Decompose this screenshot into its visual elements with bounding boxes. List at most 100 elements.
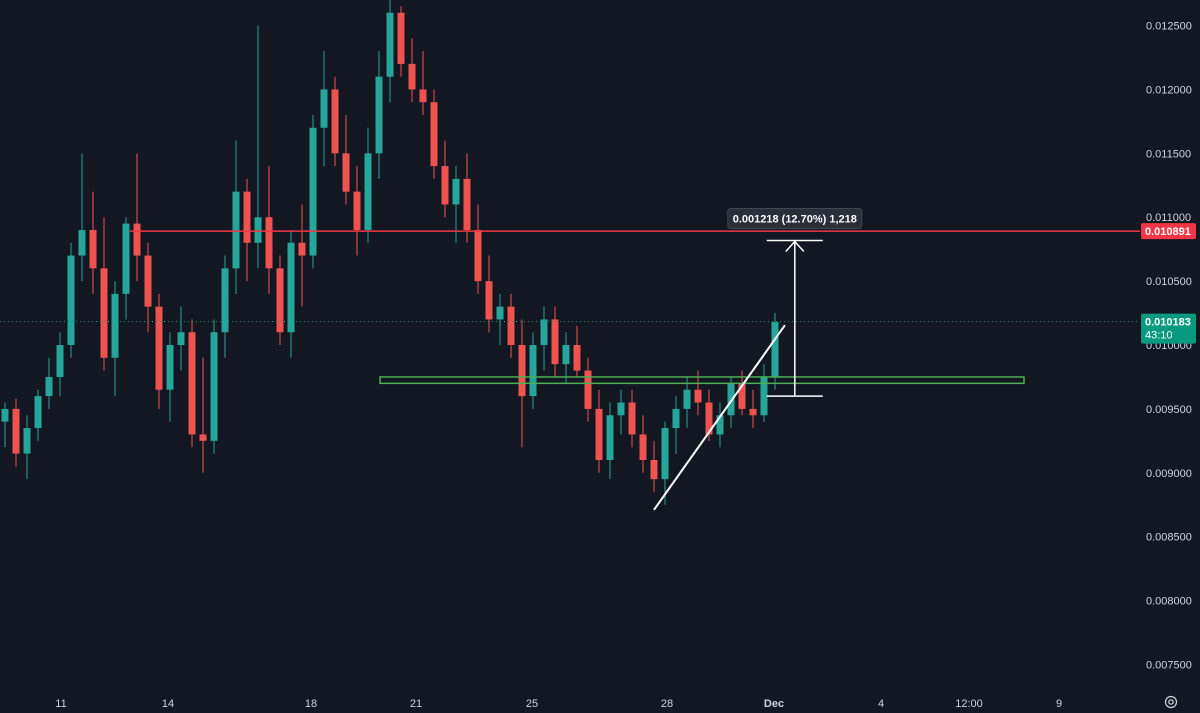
candle [144,242,152,333]
candle [485,255,493,333]
candle-body [397,12,405,64]
candle [254,25,262,269]
candle-body [364,153,372,230]
candle [606,402,614,480]
candle [1,402,9,448]
candle [617,389,625,435]
measure-tool[interactable]: 0.001218 (12.70%) 1,218 [727,207,863,397]
candle [595,389,603,473]
candle-body [56,345,64,377]
candle-body [386,12,394,77]
candle-body [12,408,20,454]
candle-body [23,428,31,454]
candle-body [738,383,746,409]
candle [155,293,163,409]
gear-icon[interactable] [1164,695,1178,709]
countdown-timer: 43:10 [1145,330,1173,342]
candle-body [507,306,515,345]
y-axis[interactable]: 0.012500 0.012000 0.011500 0.011000 0.010500… [1146,21,1192,672]
y-tick-label: 0.011000 [1146,212,1191,224]
candle-body [45,376,53,397]
x-tick-label: 25 [526,698,538,710]
candle [111,281,119,397]
candle [177,306,185,371]
candle [78,153,86,282]
candle [540,306,548,371]
candle [56,332,64,397]
candle [89,191,97,294]
x-tick-label: 14 [162,698,174,710]
candle-body [628,402,636,435]
candle-body [331,89,339,154]
candle-body [320,89,328,128]
candle [716,402,724,448]
candle-body [342,153,350,192]
y-tick-label: 0.009000 [1146,468,1192,480]
candle-body [111,293,119,358]
measure-label-box [727,207,863,229]
candle-body [89,230,97,269]
candle-body [298,242,306,256]
candle-body [199,434,207,441]
candle-body [529,345,537,397]
candle [463,153,471,243]
candle [738,370,746,416]
candle [639,415,647,473]
candle [529,332,537,409]
support-zone[interactable] [379,376,1025,385]
candle [551,306,559,377]
candle [507,293,515,358]
candle-body [617,402,625,416]
y-tick-label: 0.010500 [1146,276,1192,288]
candle [386,0,394,103]
candle-body [705,402,713,435]
candle [100,217,108,371]
x-tick-label: 12:00 [955,698,983,710]
candle-body [210,332,218,441]
candle-body [166,345,174,390]
candle [221,255,229,358]
candle-body [221,268,229,333]
y-tick-label: 0.008000 [1146,596,1192,608]
candle-body [188,332,196,435]
candle [199,357,207,473]
measure-label: 0.001218 (12.70%) 1,218 [733,213,857,225]
candle [749,389,757,429]
candle-body [562,345,570,365]
y-tick-label: 0.009500 [1146,404,1192,416]
trend-line[interactable] [653,324,786,511]
y-tick-label: 0.008500 [1146,532,1192,544]
candle-body [419,89,427,103]
candle-body [122,223,130,294]
candle [298,204,306,307]
candle [441,140,449,218]
candle-body [661,428,669,480]
candle [408,38,416,103]
candle-body [650,460,658,480]
candle-body [584,370,592,409]
candle [331,76,339,167]
candle [232,140,240,294]
candle [474,204,482,294]
x-axis[interactable]: 11 14 18 21 25 28 Dec 4 12:00 9 [55,698,1062,710]
x-tick-label: 28 [661,698,673,710]
candle [23,415,31,480]
candle [188,319,196,448]
candle-body [694,389,702,403]
current-price-tag: 0.010183 43:10 [1141,313,1196,344]
y-tick-label: 0.012000 [1146,84,1192,96]
candle-body [727,383,735,416]
candle [67,242,75,358]
candle-body [639,434,647,460]
candle [276,255,284,345]
candle [496,293,504,345]
candle [133,153,141,282]
x-tick-label: 4 [878,698,884,710]
candle-body [760,376,768,416]
candle-body [177,332,185,345]
candle-body [551,319,559,365]
candle-body [287,242,295,333]
candle-body [606,415,614,460]
candle [661,421,669,505]
